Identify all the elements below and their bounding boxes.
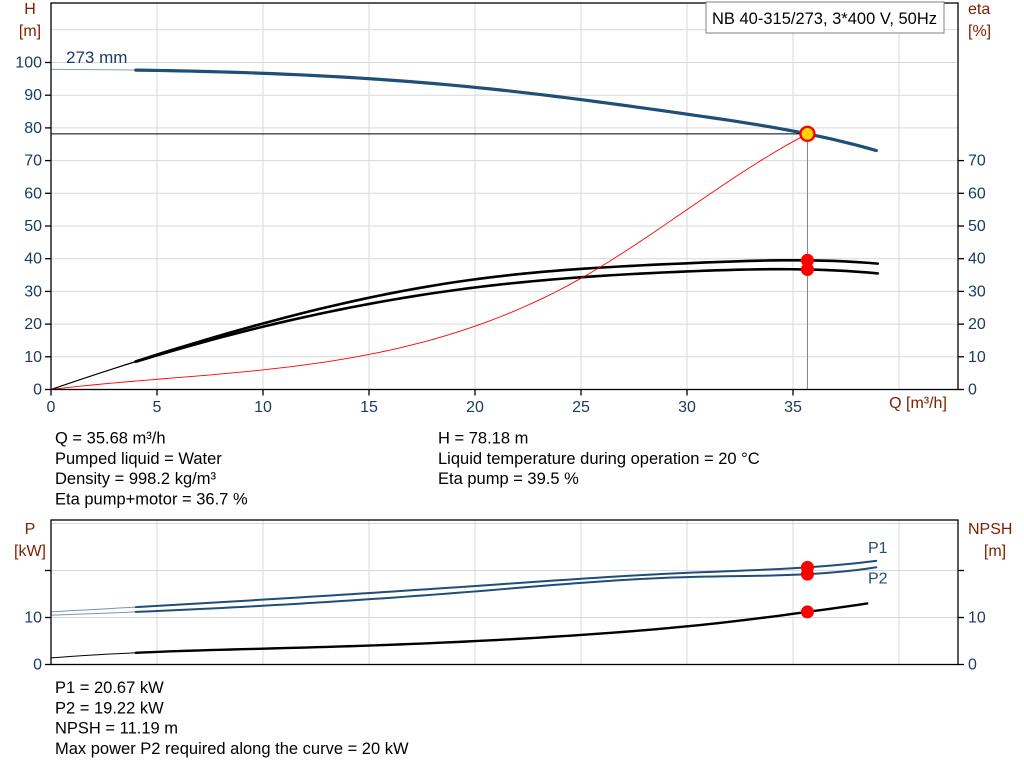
svg-text:[m]: [m]: [19, 23, 41, 40]
svg-text:NPSH = 11.19 m: NPSH = 11.19 m: [55, 720, 178, 738]
svg-text:10: 10: [968, 349, 986, 366]
svg-text:P: P: [25, 521, 36, 538]
svg-text:40: 40: [24, 251, 42, 268]
svg-text:30: 30: [24, 283, 42, 300]
svg-text:70: 70: [24, 153, 42, 170]
svg-text:0: 0: [968, 382, 977, 399]
svg-text:10: 10: [24, 349, 42, 366]
svg-text:20: 20: [24, 316, 42, 333]
svg-text:35: 35: [784, 399, 802, 416]
svg-text:H: H: [24, 1, 36, 18]
svg-text:0: 0: [33, 657, 42, 674]
svg-text:15: 15: [360, 399, 378, 416]
svg-text:eta: eta: [968, 1, 990, 18]
svg-text:10: 10: [968, 610, 986, 627]
svg-text:10: 10: [254, 399, 272, 416]
svg-text:P2 = 19.22 kW: P2 = 19.22 kW: [55, 699, 164, 717]
svg-text:Q = 35.68 m³/h: Q = 35.68 m³/h: [55, 430, 166, 448]
svg-text:Eta pump = 39.5 %: Eta pump = 39.5 %: [438, 470, 579, 488]
svg-text:[%]: [%]: [968, 23, 991, 40]
svg-text:25: 25: [572, 399, 590, 416]
svg-text:Liquid temperature during oper: Liquid temperature during operation = 20…: [438, 450, 760, 468]
svg-text:P1: P1: [868, 540, 888, 557]
svg-text:H = 78.18 m: H = 78.18 m: [438, 430, 528, 448]
svg-text:0: 0: [968, 657, 977, 674]
svg-text:50: 50: [968, 218, 986, 235]
svg-text:30: 30: [678, 399, 696, 416]
svg-text:60: 60: [24, 185, 42, 202]
svg-text:40: 40: [968, 251, 986, 268]
svg-text:10: 10: [24, 610, 42, 627]
svg-text:NPSH: NPSH: [968, 521, 1012, 538]
svg-text:273 mm: 273 mm: [66, 48, 127, 67]
svg-text:80: 80: [24, 120, 42, 137]
svg-text:20: 20: [466, 399, 484, 416]
svg-text:Q [m³/h]: Q [m³/h]: [889, 395, 947, 412]
svg-text:[kW]: [kW]: [14, 543, 46, 560]
svg-text:30: 30: [968, 283, 986, 300]
svg-text:NB 40-315/273, 3*400 V, 50Hz: NB 40-315/273, 3*400 V, 50Hz: [712, 9, 937, 28]
svg-text:[m]: [m]: [984, 543, 1006, 560]
svg-text:Density = 998.2 kg/m³: Density = 998.2 kg/m³: [55, 470, 216, 488]
svg-text:100: 100: [15, 55, 42, 72]
svg-text:5: 5: [153, 399, 162, 416]
svg-text:0: 0: [47, 399, 56, 416]
svg-text:20: 20: [968, 316, 986, 333]
svg-text:Max power P2 required along th: Max power P2 required along the curve = …: [55, 740, 409, 758]
svg-text:P2: P2: [868, 570, 888, 587]
svg-text:50: 50: [24, 218, 42, 235]
svg-text:Pumped liquid = Water: Pumped liquid = Water: [55, 450, 222, 468]
svg-text:60: 60: [968, 185, 986, 202]
svg-text:P1 = 20.67 kW: P1 = 20.67 kW: [55, 679, 164, 697]
svg-text:Eta pump+motor = 36.7 %: Eta pump+motor = 36.7 %: [55, 490, 248, 508]
svg-text:90: 90: [24, 87, 42, 104]
svg-text:0: 0: [33, 382, 42, 399]
svg-text:70: 70: [968, 153, 986, 170]
